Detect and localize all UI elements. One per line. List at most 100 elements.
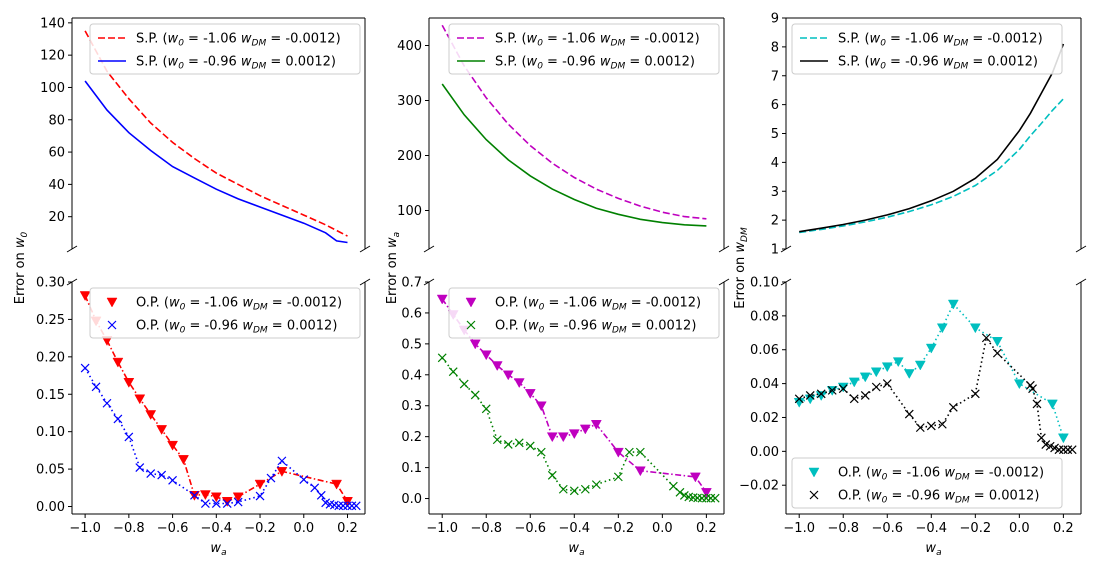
y-tick-label: 0.00 <box>750 445 779 460</box>
legend: S.P. (w0 = -1.06 wDM = -0.0012) S.P. (w0 … <box>791 23 1063 75</box>
series-line-2 <box>799 43 1065 233</box>
data-point <box>135 463 145 473</box>
data-point <box>106 297 118 308</box>
series-line-2 <box>798 335 1073 451</box>
data-point <box>860 391 870 400</box>
y-tick-label: −0.02 <box>739 479 779 494</box>
series-line-2 <box>441 357 716 500</box>
legend-frame <box>791 23 1063 75</box>
panel-p13: 1 2 3 4 5 6 7 8 9 S.P. (w0 = -1.06 wDM = -0.0012)… <box>771 12 1087 258</box>
x-tick-label: 0.0 <box>652 521 673 536</box>
data-point <box>199 490 211 501</box>
legend-frame <box>448 287 720 339</box>
x-tick-label: 0.0 <box>1009 521 1030 536</box>
y-tick-label: 0.30 <box>36 276 65 291</box>
y-tick-label: 0.3 <box>401 399 422 414</box>
data-point <box>838 384 848 394</box>
data-point <box>436 294 448 305</box>
data-point <box>892 357 904 368</box>
data-point <box>1013 379 1025 390</box>
x-tick-label: −0.4 <box>559 521 591 536</box>
data-point <box>624 447 634 457</box>
data-point <box>492 435 502 445</box>
data-point <box>437 353 447 363</box>
y-tick-label: 2 <box>771 214 779 229</box>
data-point <box>579 424 591 435</box>
data-point <box>547 470 557 480</box>
data-point <box>480 350 492 361</box>
data-point <box>871 382 881 392</box>
data-point <box>525 441 535 451</box>
data-point <box>178 455 189 465</box>
data-point <box>1032 399 1042 409</box>
data-point <box>465 297 477 308</box>
data-point <box>591 480 601 490</box>
axis-break-mark <box>423 245 435 253</box>
data-point <box>513 378 525 389</box>
data-point <box>1046 399 1058 410</box>
x-tick-label: −0.4 <box>916 521 948 536</box>
data-point <box>112 357 124 368</box>
x-tick-label: 0.2 <box>696 521 717 536</box>
data-point <box>859 372 871 383</box>
data-point <box>914 360 926 371</box>
y-axis-label-col3: Error on wDM <box>733 227 750 309</box>
data-point <box>190 490 199 500</box>
data-point <box>710 493 720 503</box>
axis-break-mark <box>1075 245 1087 253</box>
data-point <box>502 370 514 381</box>
legend-entry-2: S.P. (w0 = -0.96 wDM = 0.0012) <box>800 55 1038 72</box>
x-tick-label: −0.6 <box>871 521 903 536</box>
legend-label: O.P. (w0 = -1.06 wDM = -0.0012) <box>838 466 1044 483</box>
plot-area <box>793 299 1077 455</box>
plot-area <box>441 24 707 227</box>
legend-entry-2: O.P. (w0 = -0.96 wDM = 0.0012) <box>466 319 696 336</box>
legend: O.P. (w0 = -1.06 wDM = -0.0012) O.P. (w0 … <box>89 287 361 339</box>
data-point <box>808 467 820 478</box>
x-tick-label: −1.0 <box>69 521 101 536</box>
y-tick-label: 0.00 <box>36 500 65 515</box>
axis-break-mark <box>359 278 371 286</box>
legend-entry-1: S.P. (w0 = -1.06 wDM = -0.0012) <box>98 32 341 49</box>
legend-entry-2: O.P. (w0 = -0.96 wDM = 0.0012) <box>107 319 337 336</box>
panel-p11: 20 40 60 80 100 120 140 S.P. (w0 = -1.06 wDM = … <box>40 16 371 253</box>
data-point <box>524 389 536 399</box>
legend-entry-1: O.P. (w0 = -1.06 wDM = -0.0012) <box>106 296 342 313</box>
legend-entry-1: S.P. (w0 = -1.06 wDM = -0.0012) <box>457 32 700 49</box>
series-line-1 <box>798 302 1065 439</box>
y-tick-label: 0.08 <box>750 309 779 324</box>
x-tick-label: −0.4 <box>201 521 233 536</box>
y-tick-label: 6 <box>771 98 779 113</box>
x-tick-label: −0.8 <box>470 521 502 536</box>
legend-entry-2: S.P. (w0 = -0.96 wDM = 0.0012) <box>98 55 336 72</box>
data-point <box>481 404 491 414</box>
data-point <box>546 432 558 443</box>
y-tick-label: 60 <box>48 146 65 161</box>
data-point <box>558 484 568 494</box>
data-point <box>157 470 167 480</box>
data-point <box>557 432 569 443</box>
data-point <box>310 483 320 493</box>
y-tick-label: 0.10 <box>36 425 65 440</box>
data-point <box>915 423 925 433</box>
data-point <box>200 499 210 508</box>
x-tick-label: −0.6 <box>514 521 546 536</box>
legend-label: S.P. (w0 = -0.96 wDM = 0.0012) <box>495 55 695 72</box>
data-point <box>1028 384 1037 394</box>
legend-label: S.P. (w0 = -0.96 wDM = 0.0012) <box>136 55 336 72</box>
x-axis-label: wa <box>925 541 941 558</box>
data-point <box>277 456 287 466</box>
data-point <box>882 379 892 389</box>
data-point <box>706 493 716 503</box>
legend-frame <box>89 287 361 339</box>
data-point <box>448 367 458 377</box>
data-point <box>947 299 959 310</box>
y-tick-label: 0.04 <box>750 377 779 392</box>
data-point <box>222 499 232 508</box>
legend-entry-2: S.P. (w0 = -0.96 wDM = 0.0012) <box>457 55 695 72</box>
y-tick-label: 0.06 <box>750 343 779 358</box>
legend-label: O.P. (w0 = -0.96 wDM = 0.0012) <box>136 319 337 336</box>
data-point <box>334 501 344 511</box>
data-point <box>848 377 860 388</box>
